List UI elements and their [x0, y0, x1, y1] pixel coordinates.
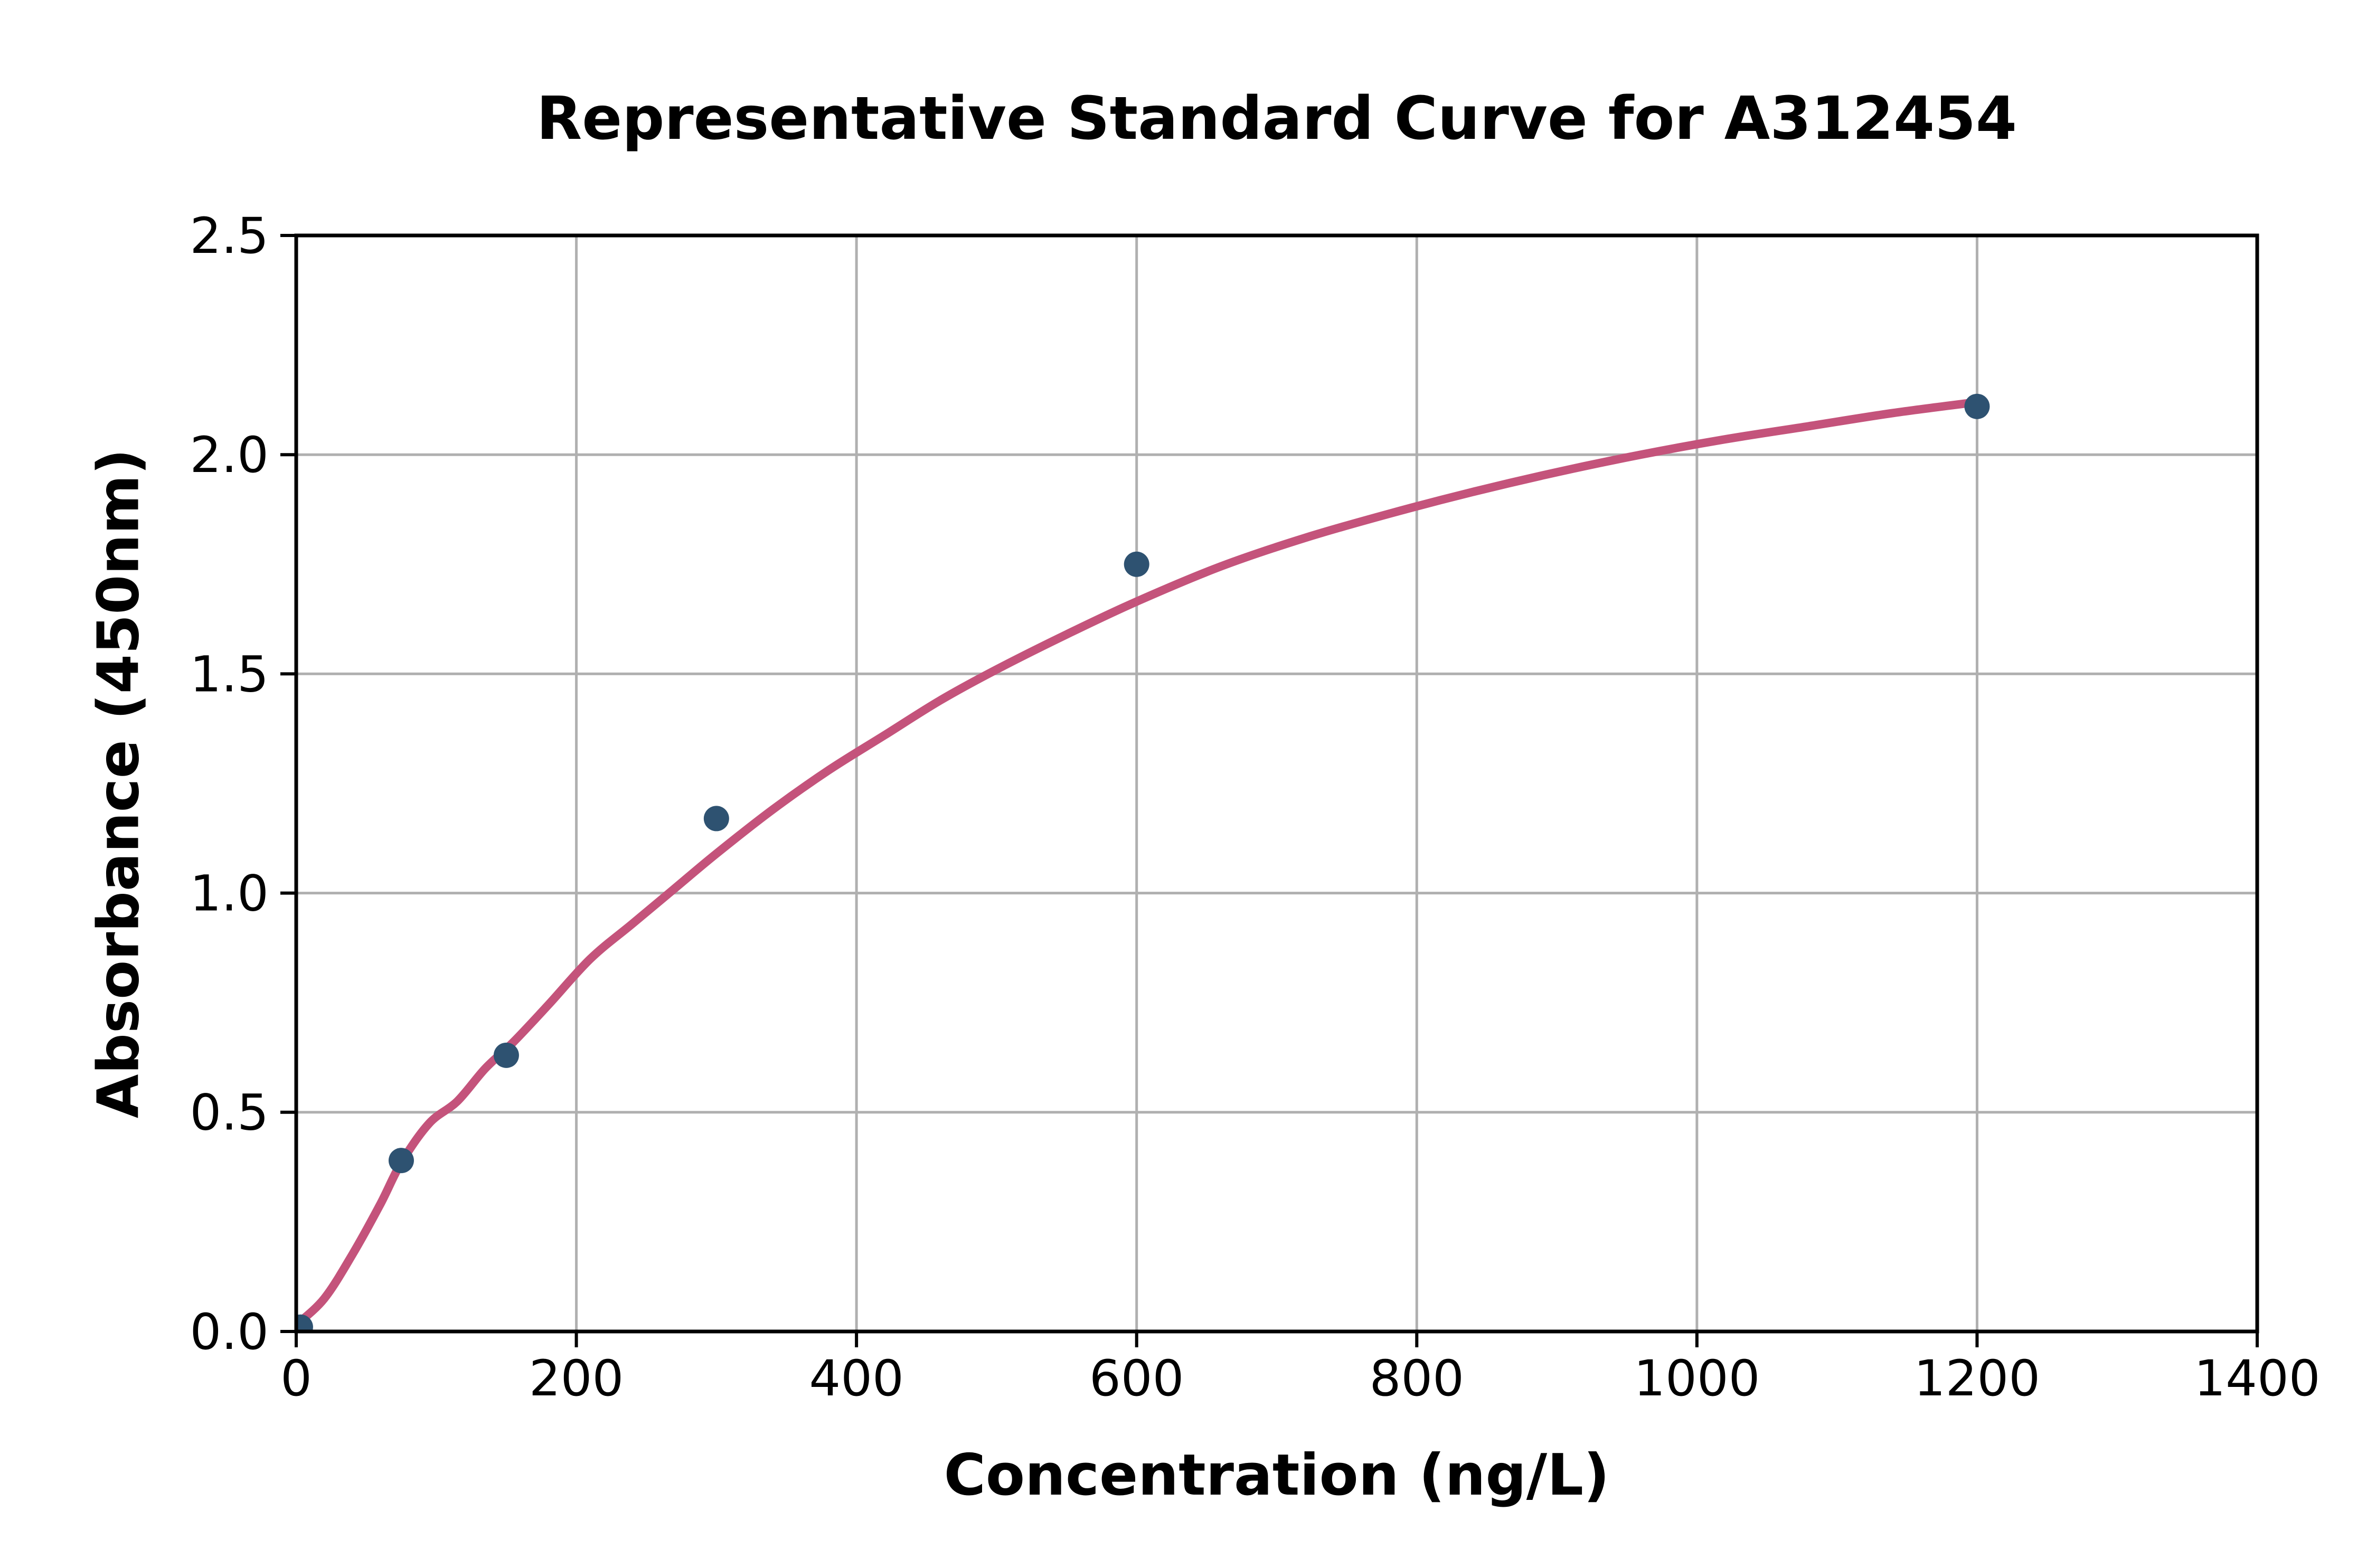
data-point	[1124, 551, 1149, 577]
chart-title: Representative Standard Curve for A31245…	[536, 84, 2017, 153]
y-tick-label: 1.0	[190, 865, 269, 923]
x-tick-label: 1400	[2194, 1350, 2320, 1408]
data-point	[388, 1148, 414, 1174]
x-tick-label: 200	[529, 1350, 624, 1408]
y-tick-label: 1.5	[190, 646, 269, 703]
x-tick-label: 0	[280, 1350, 312, 1408]
x-tick-label: 400	[809, 1350, 903, 1408]
data-points-group	[296, 393, 1990, 1331]
y-tick-label: 0.0	[190, 1303, 269, 1361]
plot-border	[294, 233, 2259, 1334]
fit-curve-line	[296, 398, 1982, 1329]
ticks-group	[280, 234, 2259, 1347]
tick-labels-group: 0 200 400 600 800 1000 1200 1400 0.0 0.5 1.0 1.5 2.0…	[190, 207, 2321, 1408]
data-point	[703, 806, 729, 832]
data-point	[296, 1314, 313, 1331]
y-tick-label: 2.0	[190, 427, 269, 484]
y-tick-label: 2.5	[190, 207, 269, 265]
x-tick-label: 800	[1370, 1350, 1464, 1408]
data-point	[493, 1042, 519, 1068]
x-axis-title: Concentration (ng/L)	[944, 1442, 1610, 1508]
y-axis-title: Absorbance (450nm)	[86, 448, 152, 1119]
x-tick-label: 600	[1089, 1350, 1184, 1408]
x-tick-label: 1000	[1634, 1350, 1760, 1408]
data-point	[1964, 393, 1990, 419]
y-tick-label: 0.5	[190, 1084, 269, 1142]
x-tick-label: 1200	[1914, 1350, 2040, 1408]
